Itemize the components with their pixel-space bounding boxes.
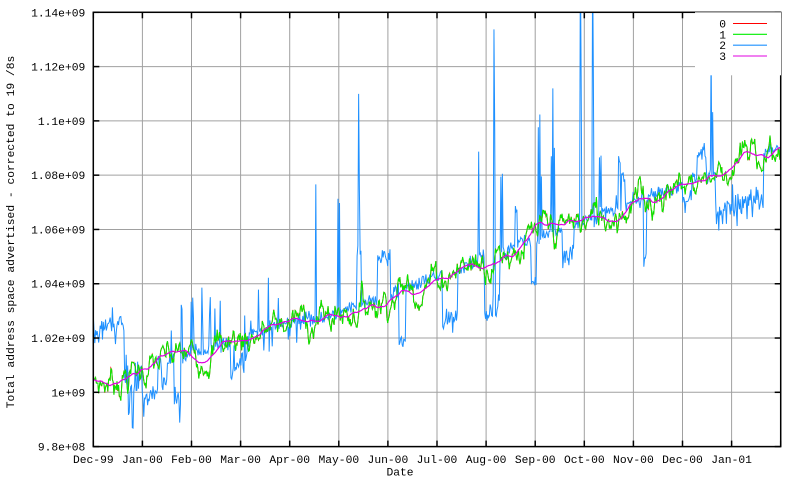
svg-text:Date: Date [386, 468, 413, 480]
svg-text:Jan-01: Jan-01 [711, 455, 752, 467]
svg-text:Total address space advertised: Total address space advertised - correct… [6, 56, 18, 409]
svg-text:Jan-00: Jan-00 [122, 455, 163, 467]
svg-text:Dec-00: Dec-00 [662, 455, 703, 467]
svg-text:Dec-99: Dec-99 [73, 455, 114, 467]
svg-text:Aug-00: Aug-00 [466, 455, 507, 467]
svg-text:Mar-00: Mar-00 [220, 455, 261, 467]
svg-text:3: 3 [719, 52, 726, 64]
svg-text:1.04e+09: 1.04e+09 [31, 280, 85, 292]
svg-text:1.14e+09: 1.14e+09 [31, 8, 85, 20]
svg-text:Jun-00: Jun-00 [368, 455, 409, 467]
svg-text:1.1e+09: 1.1e+09 [38, 117, 85, 129]
svg-text:May-00: May-00 [318, 455, 359, 467]
svg-text:1.08e+09: 1.08e+09 [31, 171, 85, 183]
svg-text:Oct-00: Oct-00 [564, 455, 605, 467]
svg-text:Sep-00: Sep-00 [515, 455, 556, 467]
svg-text:1.06e+09: 1.06e+09 [31, 225, 85, 237]
svg-text:Jul-00: Jul-00 [417, 455, 458, 467]
svg-text:Apr-00: Apr-00 [269, 455, 310, 467]
svg-text:Nov-00: Nov-00 [613, 455, 654, 467]
svg-text:1e+09: 1e+09 [51, 388, 85, 400]
svg-text:9.8e+08: 9.8e+08 [38, 443, 86, 455]
svg-text:1.02e+09: 1.02e+09 [31, 334, 85, 346]
svg-text:1.12e+09: 1.12e+09 [31, 63, 85, 75]
svg-text:Feb-00: Feb-00 [171, 455, 212, 467]
